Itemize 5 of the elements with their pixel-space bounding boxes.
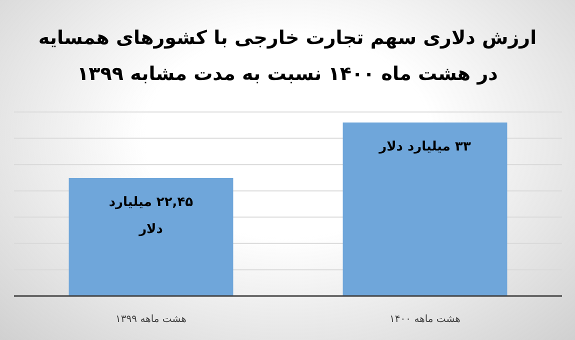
x-tick-label: هشت ماهه ۱۴۰۰	[390, 314, 460, 325]
data-label: ۳۳ میلیارد دلار	[378, 140, 471, 155]
data-label: ۲۲,۴۵ میلیارد دلار	[108, 194, 194, 237]
title: ارزش دلاری سهم تجارت خارجی با کشورهای همسایه در هشت ماه ۱۴۰۰ نسبت به مدت مشابه ۱۳۹۹	[38, 27, 537, 85]
x-tick-label: هشت ماهه ۱۳۹۹	[116, 314, 186, 325]
